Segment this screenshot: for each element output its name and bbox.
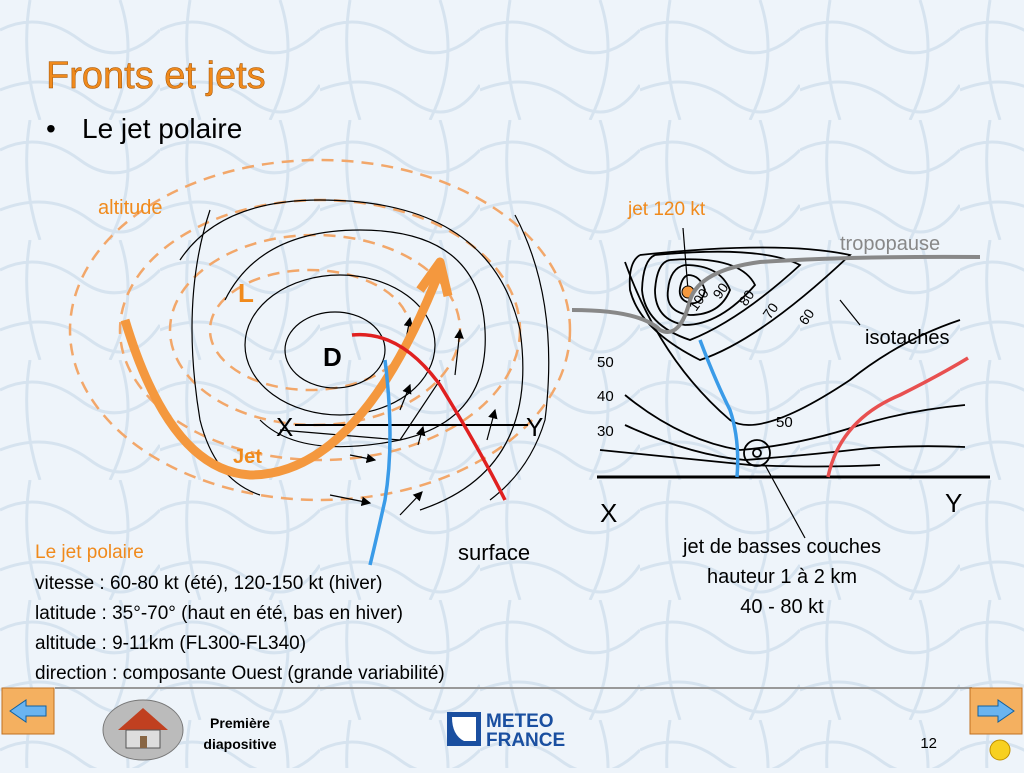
depression-label: D	[323, 342, 342, 372]
x-label: X	[276, 412, 293, 442]
prev-button[interactable]	[1, 687, 55, 735]
x-label: X	[600, 498, 617, 528]
next-button[interactable]	[969, 687, 1023, 735]
logo	[447, 712, 481, 746]
logo-text: METEO	[486, 711, 554, 732]
isotach-label: 50	[776, 414, 793, 431]
isotaches-label: isotaches	[865, 327, 950, 349]
description-line: vitesse : 60-80 kt (été), 120-150 kt (hi…	[35, 573, 382, 594]
level-label: 30	[597, 423, 614, 440]
low-jet-text: hauteur 1 à 2 km	[707, 566, 857, 588]
level-label: 50	[597, 354, 614, 371]
low-jet-text: jet de basses couches	[682, 536, 881, 558]
description-line: latitude : 35°-70° (haut en été, bas en …	[35, 603, 403, 624]
page-number: 12	[920, 735, 937, 752]
first-slide-link[interactable]: Première	[210, 715, 270, 731]
bullet-dot: •	[46, 113, 56, 144]
description-heading: Le jet polaire	[35, 542, 144, 563]
y-label: Y	[526, 412, 543, 442]
surface-label: surface	[458, 540, 530, 565]
altitude-label: altitude	[98, 197, 163, 219]
title: Fronts et jets	[46, 55, 266, 97]
y-label: Y	[945, 488, 962, 518]
level-label: 40	[597, 388, 614, 405]
left-diagram	[68, 158, 572, 566]
description-line: direction : composante Ouest (grande var…	[35, 663, 445, 684]
tropopause-label: tropopause	[840, 233, 940, 255]
home-button[interactable]	[102, 699, 184, 761]
low-label: L	[238, 278, 254, 308]
low-jet-text: 40 - 80 kt	[740, 596, 824, 618]
jet-label: Jet	[233, 446, 262, 468]
jet-120-label: jet 120 kt	[627, 199, 706, 220]
description-line: altitude : 9-11km (FL300-FL340)	[35, 633, 306, 654]
logo-text: FRANCE	[486, 730, 565, 751]
right-diagram	[571, 227, 990, 539]
sun-icon	[989, 739, 1011, 761]
first-slide-link[interactable]: diapositive	[203, 736, 276, 752]
bullet: Le jet polaire	[82, 113, 242, 144]
